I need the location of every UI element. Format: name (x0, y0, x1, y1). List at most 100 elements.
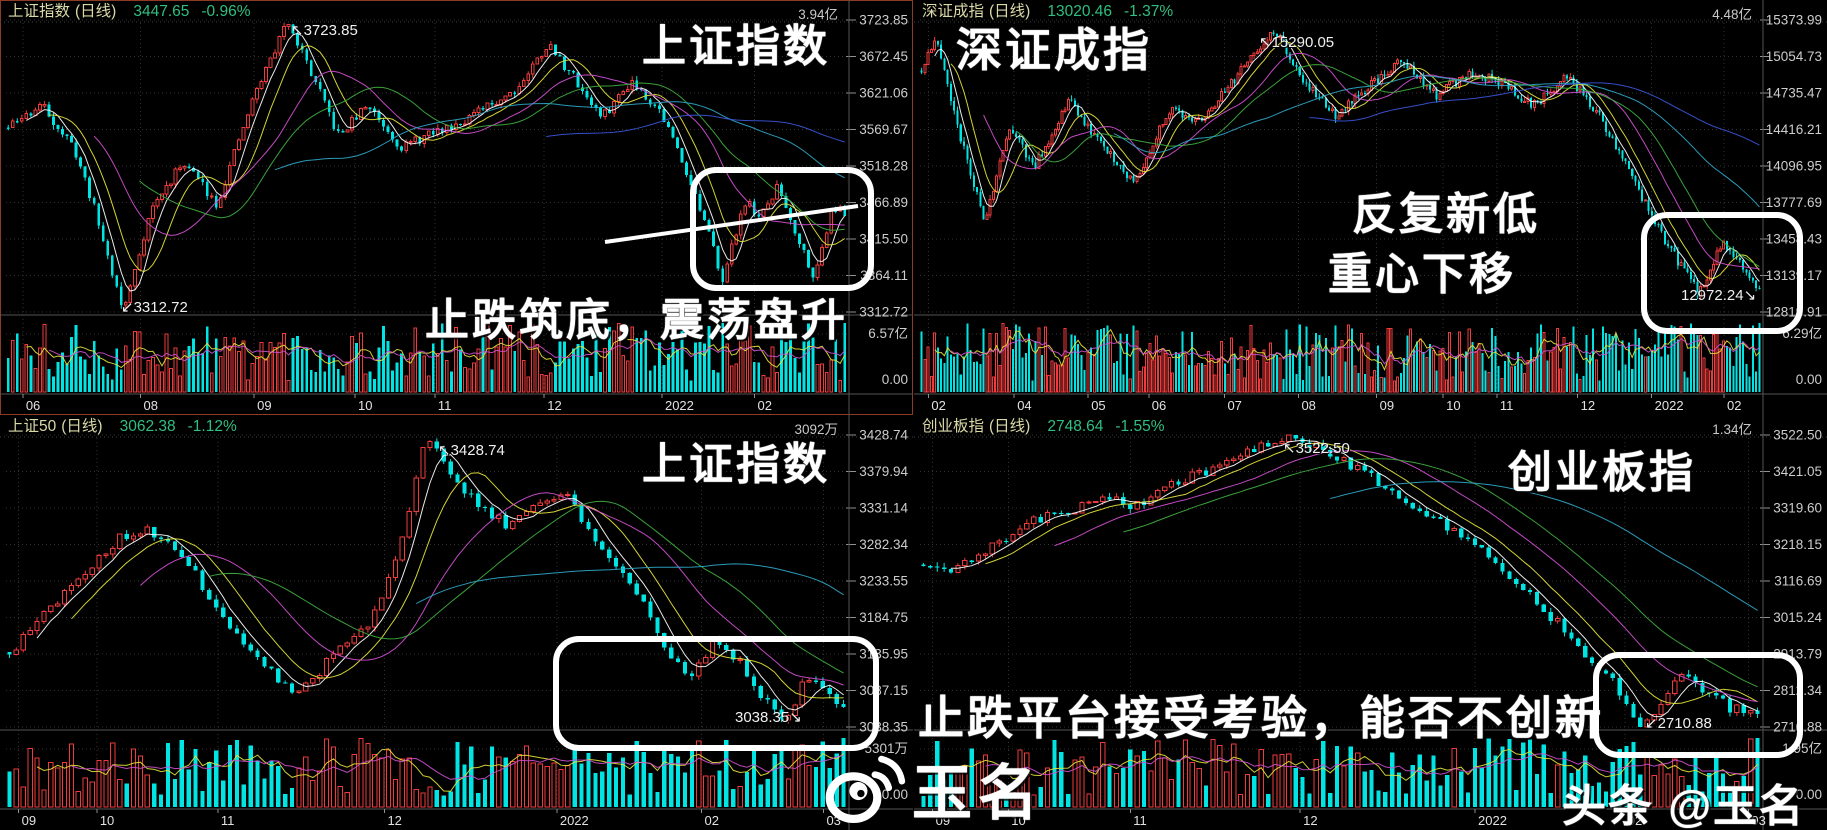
volume-bar (1311, 344, 1315, 393)
volume-bar (1053, 362, 1057, 393)
y-axis-label: 3184.75 (859, 610, 908, 625)
candle-body (1562, 74, 1566, 82)
candle-body (82, 574, 88, 580)
volume-bar (1315, 333, 1318, 392)
candle-body (96, 554, 102, 569)
candle-body (1168, 481, 1175, 488)
candle-body (1226, 86, 1230, 93)
volume-bar (1318, 334, 1321, 392)
panel-chinext[interactable]: 创业板指 (日线) 2748.64 -1.55% 1.34亿 3522.50 3421.… (914, 415, 1827, 830)
y-axis-label: 3428.74 (859, 428, 908, 443)
volume-bar (1745, 364, 1748, 392)
volume-bar (1148, 770, 1154, 808)
volume-bar (1507, 352, 1510, 392)
volume-bar (1517, 352, 1520, 392)
candle-body (972, 175, 975, 188)
volume-bar (1532, 357, 1536, 393)
volume-bar (173, 347, 178, 393)
candle-body (513, 92, 517, 94)
volume-bar (1536, 333, 1539, 392)
volume-bar (1125, 333, 1129, 392)
candle-body (806, 680, 812, 683)
candle-body (1621, 150, 1624, 159)
x-axis-label: 09 (936, 813, 950, 828)
candlestick-chart[interactable]: 3723.85 3672.45 3621.06 3569.67 3518.28 3466.… (0, 0, 913, 415)
volume-bar (286, 379, 291, 393)
volume-bar (1396, 376, 1400, 393)
volume-bar (544, 375, 549, 393)
panel-shenzhen-component[interactable]: 深证成指 (日线) 13020.46 -1.37% 4.48亿 15373.99 150… (914, 0, 1827, 415)
volume-bar (1715, 333, 1719, 393)
volume-bar (1654, 344, 1657, 392)
volume-bar (1151, 359, 1155, 393)
candle-body (1334, 108, 1337, 120)
candle-body (1011, 130, 1014, 134)
volume-bar (662, 365, 666, 392)
panel-shanghai-composite[interactable]: 上证指数 (日线) 3447.65 -0.96% 3.94亿 3723.85 3672.… (0, 0, 913, 415)
candle-body (1229, 79, 1233, 88)
volume-bar (1638, 774, 1643, 807)
volume-bar (1302, 380, 1305, 392)
candle-body (1510, 86, 1514, 90)
candle-body (1024, 523, 1030, 530)
candle-body (537, 502, 543, 506)
candle-body (1536, 100, 1539, 102)
volume-bar (1637, 338, 1640, 392)
volume-bar (1203, 364, 1207, 393)
volume-bar (1171, 372, 1175, 393)
volume-bar (1431, 755, 1436, 807)
candle-body (282, 25, 286, 37)
volume-bar (815, 363, 820, 393)
candle-body (61, 128, 64, 135)
candle-body (373, 108, 376, 112)
volume-bar (152, 783, 157, 807)
volume-bar (96, 760, 102, 808)
candle-body (1693, 279, 1696, 282)
volume-bar (737, 786, 743, 808)
candle-body (1162, 486, 1168, 492)
volume-bar (607, 753, 612, 807)
candle-body (1631, 703, 1636, 718)
candle-body (1379, 74, 1383, 84)
volume-bar (792, 748, 798, 808)
candle-body (399, 536, 406, 561)
volume-bar (1429, 344, 1432, 392)
volume-bar (1077, 344, 1080, 392)
candle-body (1614, 137, 1617, 149)
volume-bar (19, 358, 24, 393)
volume-bar (137, 331, 142, 393)
candle-body (1541, 604, 1546, 613)
candlestick-chart[interactable]: 15373.99 15054.73 14735.47 14416.21 14096.95… (914, 0, 1827, 415)
candle-body (1418, 76, 1422, 79)
candle-body (1151, 145, 1155, 155)
candle-body (158, 537, 164, 540)
volume-bar (1224, 771, 1230, 808)
ma-line (71, 472, 844, 699)
volume-bar (1614, 333, 1617, 392)
volume-bar (662, 750, 667, 807)
candle-body (1099, 137, 1102, 141)
candlestick-chart[interactable]: 3428.74 3379.94 3331.14 3282.34 3233.55 3184.… (0, 415, 913, 830)
candle-body (1569, 632, 1574, 639)
x-axis-label: 02 (757, 398, 771, 413)
candle-body (349, 116, 354, 131)
x-axis-label: 09 (1380, 398, 1394, 413)
volume-bar (567, 358, 571, 392)
candle-body (996, 540, 1002, 544)
volume-bar (6, 358, 10, 392)
volume-bar (1510, 366, 1514, 393)
candle-body (485, 102, 490, 111)
candles-layer (921, 434, 1760, 728)
candle-body (144, 526, 150, 535)
panel-sse50[interactable]: 上证50 (日线) 3062.38 -1.12% 3092万 3428.74 3379.… (0, 415, 913, 830)
volume-bar (1249, 325, 1253, 393)
candle-body (196, 171, 200, 179)
volume-bar (1164, 352, 1168, 393)
volume-bar (1206, 351, 1210, 393)
candle-body (824, 232, 829, 249)
candle-body (799, 681, 805, 706)
candlestick-chart[interactable]: 3522.50 3421.05 3319.60 3218.15 3116.69 3015.… (914, 415, 1827, 830)
volume-bar (793, 357, 797, 392)
candle-body (1223, 91, 1226, 93)
volume-bar (1096, 330, 1099, 392)
